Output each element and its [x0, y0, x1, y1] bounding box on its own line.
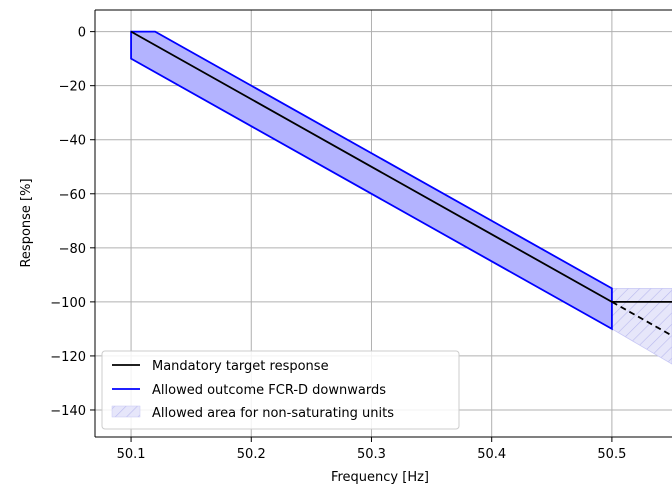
- x-tick-label: 50.2: [237, 447, 266, 462]
- y-tick-label: −100: [50, 296, 86, 311]
- legend-label-fcrd: Allowed outcome FCR-D downwards: [152, 383, 386, 398]
- y-tick-label: −60: [59, 188, 86, 203]
- legend: Mandatory target response Allowed outcom…: [101, 350, 460, 430]
- y-tick-label: 0: [78, 26, 86, 41]
- y-tick-label: −40: [59, 134, 86, 149]
- legend-label-target: Mandatory target response: [152, 359, 329, 374]
- series-fcrd-downwards-band: [130, 30, 613, 331]
- x-axis: 50.1 50.2 50.3 50.4 50.5: [117, 437, 626, 462]
- legend-box: [101, 350, 460, 430]
- x-tick-label: 50.1: [117, 447, 146, 462]
- series-target-dashed-extension: [611, 301, 672, 337]
- x-tick-label: 50.3: [357, 447, 386, 462]
- x-tick-label: 50.4: [477, 447, 506, 462]
- x-tick-label: 50.5: [597, 447, 626, 462]
- y-tick-label: −120: [50, 350, 86, 365]
- y-axis-label: Response [%]: [19, 178, 34, 267]
- plot-area: [130, 30, 672, 365]
- y-tick-label: −20: [59, 80, 86, 95]
- x-axis-label: Frequency [Hz]: [331, 470, 429, 485]
- y-tick-label: −80: [59, 242, 86, 257]
- legend-swatch-nonsat: [111, 405, 141, 418]
- legend-label-nonsat: Allowed area for non-saturating units: [152, 406, 394, 421]
- y-tick-label: −140: [50, 404, 86, 419]
- y-axis: 0 −20 −40 −60 −80 −100 −120 −140: [50, 26, 95, 419]
